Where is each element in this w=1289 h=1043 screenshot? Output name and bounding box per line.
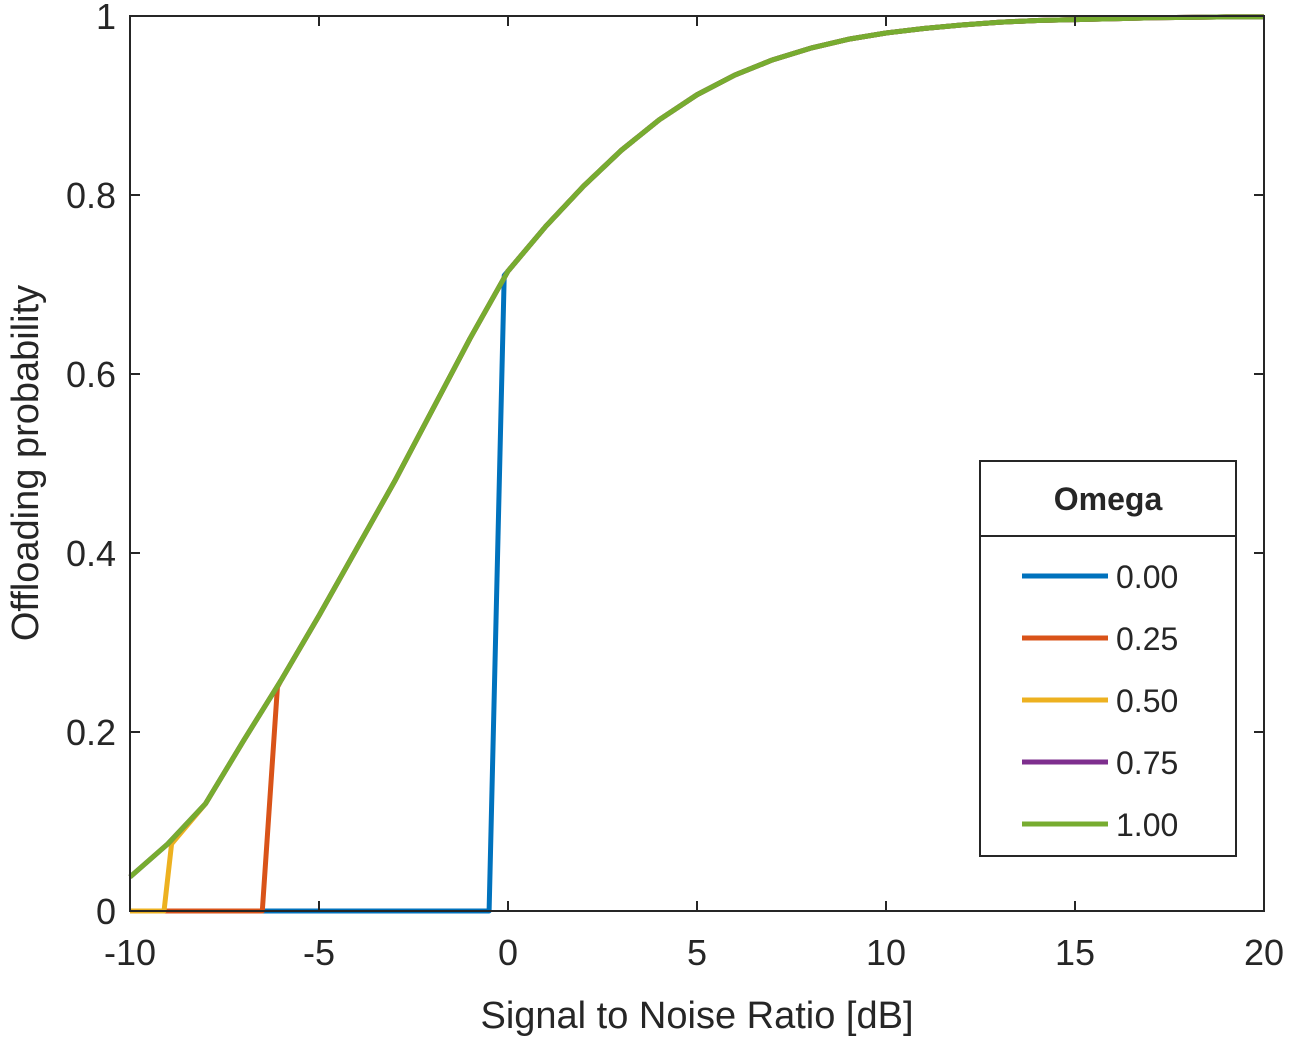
legend-box — [979, 460, 1237, 857]
x-tick-label: 0 — [498, 932, 518, 973]
y-axis-label: Offloading probability — [5, 285, 47, 641]
x-tick-label: 10 — [866, 932, 906, 973]
y-tick-label: 0.2 — [66, 712, 116, 753]
x-tick-label: -5 — [303, 932, 335, 973]
x-axis-label: Signal to Noise Ratio [dB] — [480, 995, 913, 1037]
legend-title: Omega — [1054, 481, 1163, 517]
y-tick-label: 0.4 — [66, 533, 116, 574]
tick-layer: -10 -5 0 5 10 15 20 0 0.2 0.4 0.6 0.8 1 — [66, 0, 1284, 973]
legend-entry-label: 1.00 — [1116, 807, 1178, 843]
y-tick-label: 0.8 — [66, 175, 116, 216]
y-tick-label: 0 — [96, 891, 116, 932]
x-tick-label: -10 — [104, 932, 156, 973]
x-tick-label: 15 — [1055, 932, 1095, 973]
legend-entry-label: 0.50 — [1116, 683, 1178, 719]
x-tick-label: 20 — [1244, 932, 1284, 973]
y-tick-label: 1 — [96, 0, 116, 37]
x-tick-label: 5 — [687, 932, 707, 973]
y-tick-label: 0.6 — [66, 354, 116, 395]
legend-entry-label: 0.25 — [1116, 621, 1178, 657]
legend-entry-label: 0.75 — [1116, 745, 1178, 781]
legend-entry-label: 0.00 — [1116, 559, 1178, 595]
legend: Omega 0.00 0.25 0.50 0.75 1.00 — [979, 460, 1237, 857]
legend-entries: 0.00 0.25 0.50 0.75 1.00 — [1022, 559, 1178, 843]
